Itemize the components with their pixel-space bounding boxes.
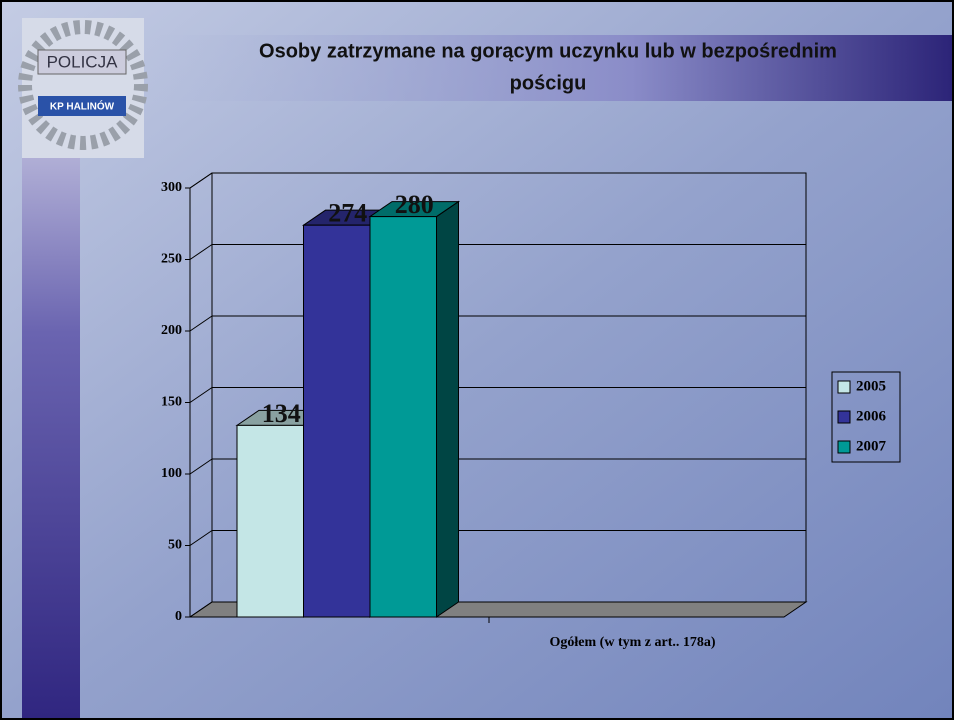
x-tick-label: Ogółem (w tym z art.. 178a) [550,635,716,650]
logo-text: POLICJA [47,52,119,71]
legend-label: 2005 [856,378,886,394]
bar [370,217,437,617]
legend-swatch [838,411,850,423]
value-label: 280 [395,190,434,219]
bar [304,225,371,617]
y-tick-label: 100 [161,466,182,481]
slide: POLICJA KP HALINÓW Osoby zatrzymane na g… [0,0,954,720]
bar-side [437,202,459,617]
legend-label: 2006 [856,408,887,424]
legend-label: 2007 [856,438,887,454]
y-tick-label: 250 [161,252,182,267]
value-label: 274 [328,199,367,228]
chart-title: pościgu [510,72,587,94]
y-tick-label: 150 [161,395,182,410]
legend-swatch [838,441,850,453]
legend-swatch [838,381,850,393]
y-tick-label: 0 [175,609,182,624]
value-label: 134 [262,399,301,428]
chart-title: Osoby zatrzymane na gorącym uczynku lub … [259,40,837,62]
y-tick-label: 200 [161,323,182,338]
y-tick-label: 50 [168,538,182,553]
y-tick-label: 300 [161,180,182,195]
bar [237,425,304,617]
logo-text: KP HALINÓW [50,100,115,113]
